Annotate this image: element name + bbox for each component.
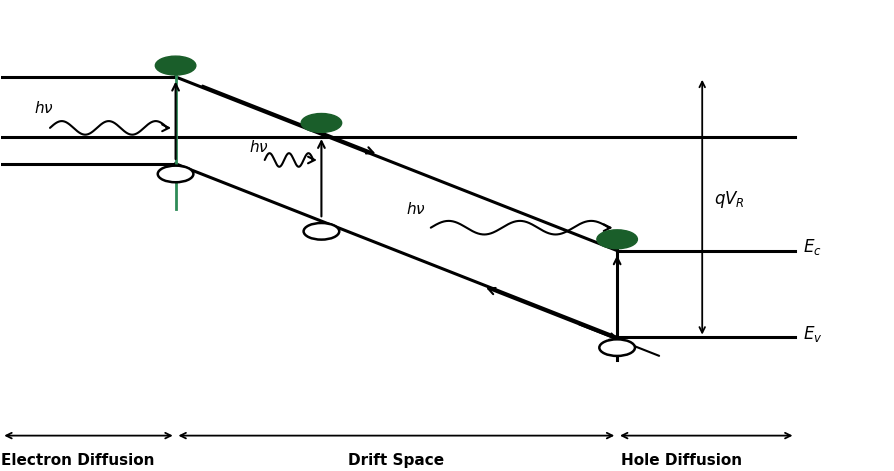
- Text: $qV_R$: $qV_R$: [714, 189, 746, 210]
- Circle shape: [156, 56, 196, 75]
- Circle shape: [304, 223, 339, 240]
- Text: Hole Diffusion: Hole Diffusion: [621, 453, 742, 468]
- Text: Electron Diffusion: Electron Diffusion: [2, 453, 155, 468]
- Circle shape: [157, 166, 193, 182]
- Text: $E_c$: $E_c$: [804, 237, 822, 257]
- Text: $h\nu$: $h\nu$: [249, 139, 268, 155]
- Text: $h\nu$: $h\nu$: [34, 100, 54, 116]
- Circle shape: [301, 114, 342, 132]
- Text: $h\nu$: $h\nu$: [407, 202, 426, 218]
- Text: Drift Space: Drift Space: [349, 453, 444, 468]
- Text: $E_v$: $E_v$: [804, 324, 823, 344]
- Circle shape: [599, 339, 635, 356]
- Circle shape: [597, 230, 637, 249]
